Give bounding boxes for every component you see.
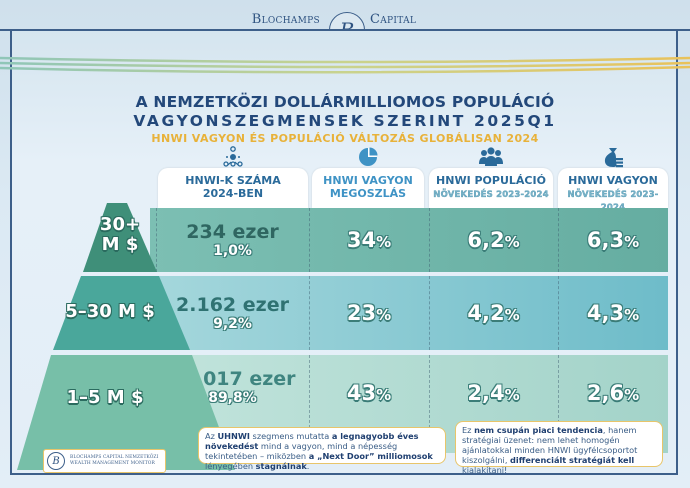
hnwi-count-share: 1,0% <box>213 242 252 259</box>
wealth-share-value: 23% <box>346 301 392 325</box>
note-strategy: Ez nem csupán piaci tendencia, hanem str… <box>455 421 663 475</box>
column-header-subtitle: NÖVEKEDÉS 2023-2024 <box>433 190 549 200</box>
divider <box>309 208 310 272</box>
column-header-wealth-share: HNWI VAGYON MEGOSZLÁS <box>312 147 424 208</box>
wealth-growth-value: 6,3% <box>586 228 640 252</box>
divider <box>429 276 430 350</box>
count-cell: 234 ezer 1,0% <box>156 208 309 272</box>
column-header-subtitle: 2024-BEN <box>202 187 264 200</box>
pop-growth-cell: 4,2% <box>429 276 558 350</box>
hnwi-count-share: 89,8% <box>208 389 257 406</box>
column-header-wealth-growth: HNWI VAGYON NÖVEKEDÉS 2023-2024 <box>558 148 668 213</box>
divider <box>558 208 559 272</box>
monitor-logo: B BLOCHAMPS CAPITAL NEMZETKÖZI WEALTH MA… <box>43 449 166 473</box>
count-cell: 2.162 ezer 9,2% <box>156 276 309 350</box>
divider <box>309 355 310 453</box>
divider <box>558 355 559 453</box>
column-header-title: HNWI VAGYON <box>323 174 413 187</box>
hnwi-count: 21.017 ezer <box>169 367 296 390</box>
note-uhnwi: Az UHNWI szegmens mutatta a legnagyobb é… <box>198 427 446 471</box>
group-icon <box>479 147 503 166</box>
segment-label-middle: 5–30 M $ <box>65 301 155 322</box>
wealth-share-cell: 43% <box>309 355 429 431</box>
count-cell: 21.017 ezer 89,8% <box>156 355 309 419</box>
monitor-logo-line1: BLOCHAMPS CAPITAL NEMZETKÖZI <box>70 455 159 460</box>
pop-growth-cell: 2,4% <box>429 355 558 431</box>
wealth-share-cell: 23% <box>309 276 429 350</box>
hnwi-count-share: 9,2% <box>213 315 252 332</box>
page-subtitle: HNWI VAGYON ÉS POPULÁCIÓ VÁLTOZÁS GLOBÁL… <box>151 132 539 145</box>
divider <box>429 355 430 453</box>
column-header-count: HNWI-K SZÁMA 2024-BEN <box>158 146 308 208</box>
column-header-subtitle: MEGOSZLÁS <box>329 187 407 200</box>
decorative-waves <box>0 56 690 74</box>
wealth-share-cell: 34% <box>309 208 429 272</box>
brand-monogram-icon: B <box>47 452 65 470</box>
pie-chart-icon <box>359 147 378 166</box>
table-row: 2.162 ezer 9,2% 23% 4,2% 4,3% <box>150 276 668 350</box>
segment-label-bottom: 1–5 M $ <box>66 387 144 408</box>
pop-growth-cell: 6,2% <box>429 208 558 272</box>
divider <box>309 276 310 350</box>
wealth-growth-cell: 4,3% <box>558 276 668 350</box>
page-title-line2: VAGYONSZEGMENSEK SZERINT 2025Q1 <box>133 112 557 130</box>
column-header-title: HNWI VAGYON <box>568 174 658 187</box>
people-network-icon <box>223 146 243 167</box>
column-header-title: HNWI-K SZÁMA <box>185 174 281 187</box>
hnwi-count: 2.162 ezer <box>176 293 289 316</box>
pop-growth-value: 2,4% <box>467 381 520 405</box>
table-row: 234 ezer 1,0% 34% 6,2% 6,3% <box>150 208 668 272</box>
hnwi-count: 234 ezer <box>186 220 279 243</box>
divider <box>429 208 430 272</box>
segment-label-top: 30+ M $ <box>99 214 141 255</box>
wealth-growth-cell: 2,6% <box>558 355 668 431</box>
column-header-title: HNWI POPULÁCIÓ <box>436 174 546 187</box>
wealth-growth-value: 2,6% <box>586 381 640 405</box>
page-title: A NEMZETKÖZI DOLLÁRMILLIOMOS POPULÁCIÓ <box>135 93 555 111</box>
wealth-share-value: 34% <box>346 228 392 252</box>
monitor-logo-line2: WEALTH MANAGEMENT MONITOR <box>70 461 155 466</box>
column-header-pop-growth: HNWI POPULÁCIÓ NÖVEKEDÉS 2023-2024 <box>429 147 553 208</box>
money-bag-icon <box>604 148 623 168</box>
pop-growth-value: 4,2% <box>467 301 520 325</box>
pop-growth-value: 6,2% <box>467 228 520 252</box>
wealth-share-value: 43% <box>346 381 392 405</box>
wealth-growth-cell: 6,3% <box>558 208 668 272</box>
brand-name-right: Capital <box>370 12 417 27</box>
wealth-growth-value: 4,3% <box>586 301 640 325</box>
divider <box>558 276 559 350</box>
brand-name-left: Blochamps <box>251 12 320 27</box>
